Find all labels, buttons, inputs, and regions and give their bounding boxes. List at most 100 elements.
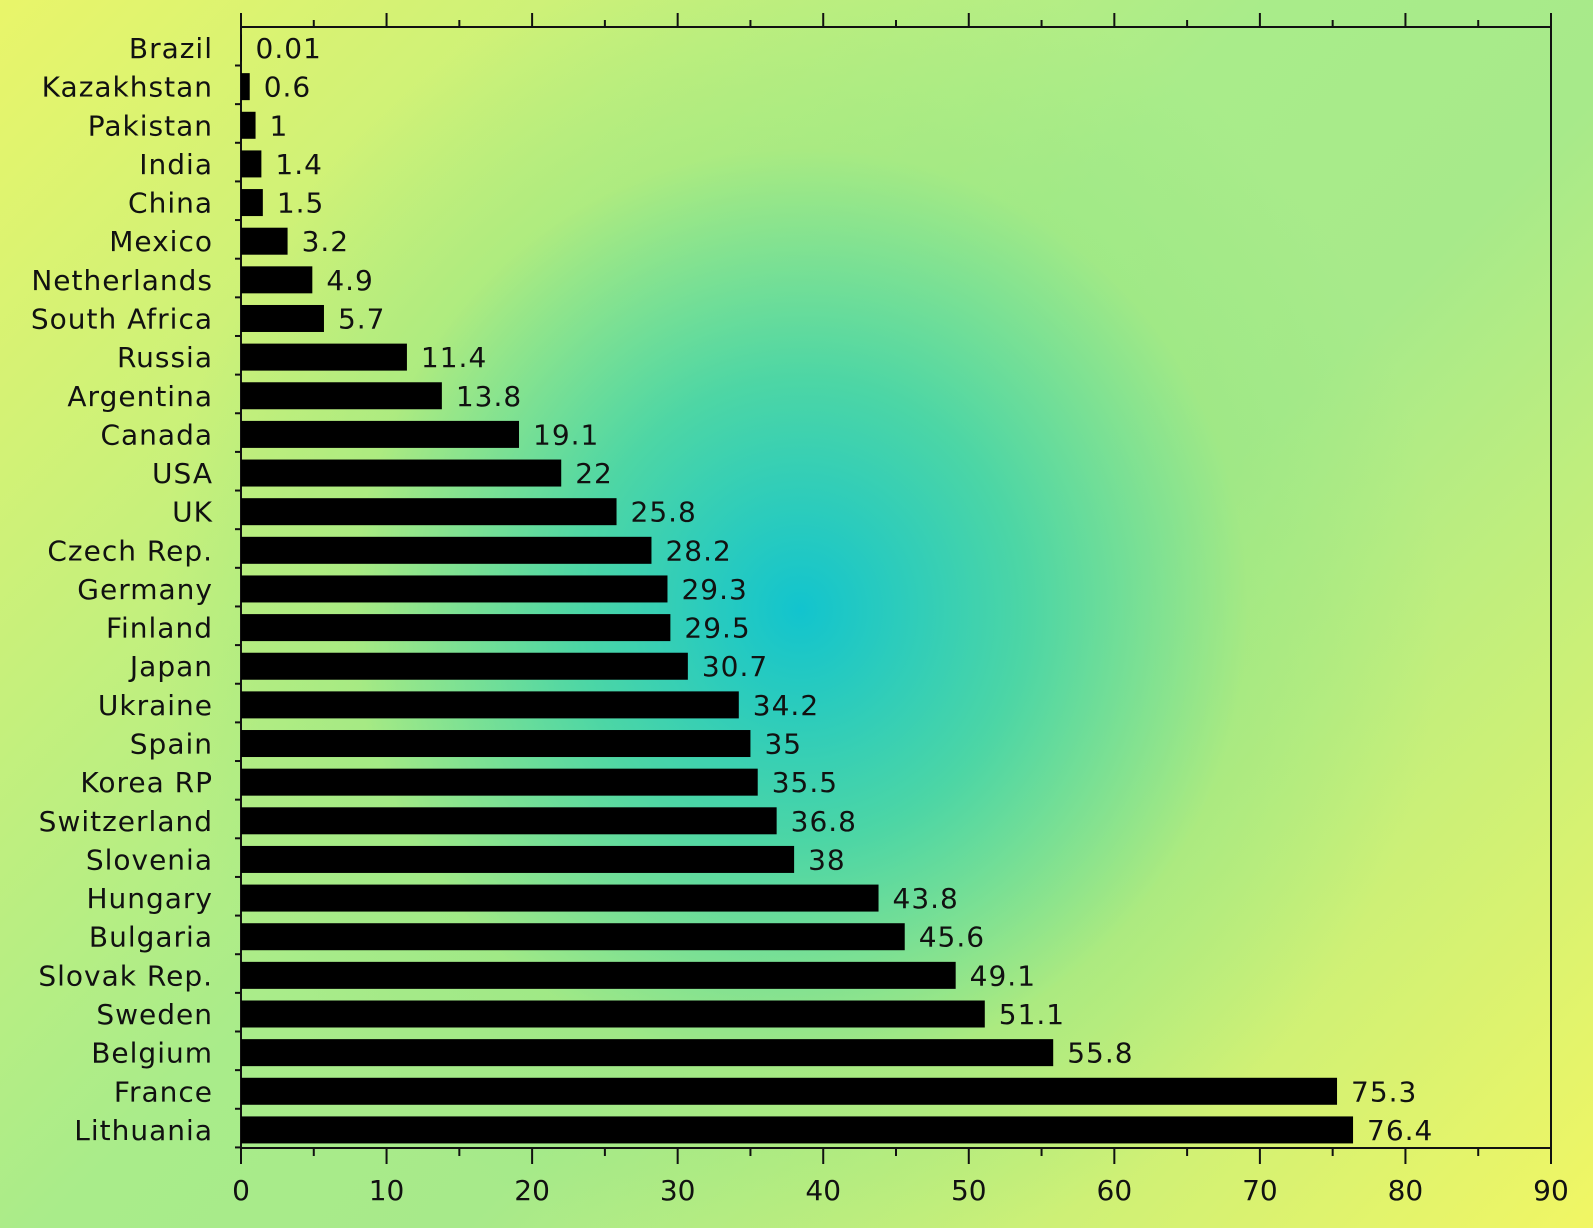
bar	[241, 304, 324, 332]
value-label: 36.8	[791, 805, 857, 838]
bar	[241, 1039, 1054, 1067]
category-labels: Brazil Kazakhstan Pakistan India China Mexico…	[31, 32, 213, 1147]
value-label: 29.3	[681, 573, 747, 606]
x-tick-labels: 0 10 20 30 40 50 60 70 80 90	[232, 1174, 1569, 1207]
x-tick-label: 10	[369, 1174, 405, 1207]
category-label: Slovak Rep.	[38, 959, 213, 992]
value-label: 28.2	[665, 534, 731, 567]
category-label: Pakistan	[88, 109, 213, 142]
category-label: China	[128, 187, 213, 220]
category-label: Ukraine	[98, 689, 213, 722]
chart-bars	[241, 34, 1354, 1144]
bar	[241, 343, 407, 371]
category-label: Mexico	[109, 225, 213, 258]
bar	[241, 227, 288, 255]
category-label: Brazil	[129, 32, 213, 65]
bar	[241, 189, 263, 217]
value-label: 0.01	[256, 32, 322, 65]
bar	[241, 923, 905, 951]
category-label: Canada	[100, 418, 213, 451]
x-tick-label: 40	[805, 1174, 841, 1207]
value-label: 34.2	[753, 689, 819, 722]
category-label: Russia	[117, 341, 213, 374]
category-label: Hungary	[86, 882, 213, 915]
bar	[241, 768, 758, 796]
bar	[241, 807, 777, 835]
bar	[241, 691, 739, 719]
category-label: Czech Rep.	[47, 534, 213, 567]
value-label: 19.1	[533, 418, 599, 451]
category-label: Finland	[106, 612, 213, 645]
bar	[241, 730, 751, 758]
x-tick-label: 80	[1388, 1174, 1424, 1207]
value-label: 49.1	[970, 959, 1036, 992]
value-labels: 0.010.611.41.53.24.95.711.413.819.12225.…	[256, 32, 1433, 1147]
value-label: 1.4	[275, 148, 323, 181]
bar	[241, 536, 652, 564]
category-label: Slovenia	[86, 843, 213, 876]
category-label: France	[114, 1075, 213, 1108]
x-tick-label: 70	[1242, 1174, 1278, 1207]
value-label: 5.7	[338, 302, 386, 335]
bar	[241, 34, 242, 62]
x-tick-label: 50	[951, 1174, 987, 1207]
category-label: Japan	[128, 650, 213, 683]
category-label: Spain	[130, 728, 213, 761]
bar	[241, 266, 313, 294]
bar	[241, 111, 256, 139]
value-label: 3.2	[302, 225, 350, 258]
bar	[241, 420, 520, 448]
value-label: 29.5	[684, 612, 750, 645]
value-label: 55.8	[1067, 1037, 1133, 1070]
value-label: 43.8	[893, 882, 959, 915]
value-label: 35	[764, 728, 802, 761]
bar	[241, 1116, 1354, 1144]
bar	[241, 614, 671, 642]
bar	[241, 884, 879, 912]
value-label: 11.4	[421, 341, 487, 374]
x-tick-label: 20	[514, 1174, 550, 1207]
bar	[241, 845, 795, 873]
value-label: 22	[575, 457, 613, 490]
value-label: 30.7	[702, 650, 768, 683]
bar	[241, 150, 262, 178]
value-label: 1	[270, 109, 289, 142]
bar	[241, 1077, 1338, 1105]
x-tick-label: 0	[232, 1174, 250, 1207]
bar	[241, 73, 250, 101]
x-tick-label: 30	[660, 1174, 696, 1207]
category-label: Kazakhstan	[42, 71, 213, 104]
value-label: 38	[808, 843, 846, 876]
category-label: Belgium	[91, 1037, 213, 1070]
category-label: India	[139, 148, 213, 181]
category-label: UK	[172, 496, 213, 529]
category-label: Switzerland	[39, 805, 213, 838]
value-label: 75.3	[1351, 1075, 1417, 1108]
category-label: Sweden	[96, 998, 213, 1031]
bar	[241, 575, 668, 603]
category-label: Netherlands	[31, 264, 213, 297]
category-label: Argentina	[67, 380, 213, 413]
bar	[241, 498, 617, 526]
category-label: Germany	[77, 573, 213, 606]
value-label: 1.5	[277, 187, 325, 220]
value-label: 76.4	[1367, 1114, 1433, 1147]
value-label: 51.1	[999, 998, 1065, 1031]
bar	[241, 382, 442, 410]
x-tick-label: 60	[1097, 1174, 1133, 1207]
bar	[241, 961, 956, 989]
value-label: 0.6	[264, 71, 312, 104]
category-label: South Africa	[31, 302, 213, 335]
value-label: 4.9	[326, 264, 374, 297]
bar	[241, 1000, 985, 1028]
bar	[241, 459, 562, 487]
category-label: Korea RP	[80, 766, 213, 799]
category-label: USA	[152, 457, 213, 490]
category-label: Bulgaria	[89, 921, 213, 954]
value-label: 35.5	[772, 766, 838, 799]
value-label: 25.8	[631, 496, 697, 529]
value-label: 13.8	[456, 380, 522, 413]
x-tick-label: 90	[1533, 1174, 1569, 1207]
chart-axes	[235, 13, 1552, 1164]
